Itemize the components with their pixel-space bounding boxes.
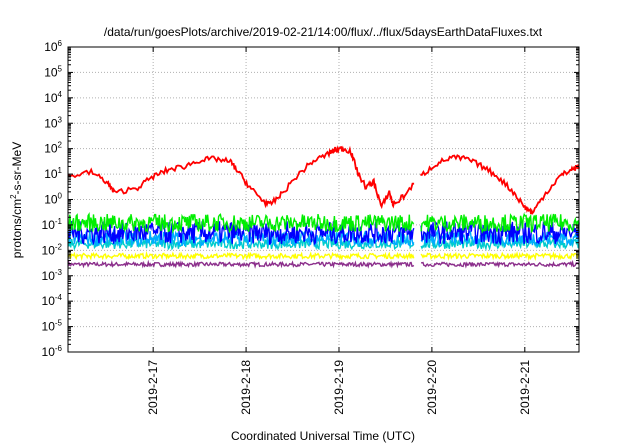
tick-marks — [68, 46, 579, 353]
y-tick-label: 10-3 — [42, 268, 63, 283]
y-tick-label: 10-5 — [42, 319, 63, 334]
chart-title: /data/run/goesPlots/archive/2019-02-21/1… — [104, 25, 543, 39]
y-tick-label: 101 — [44, 166, 62, 181]
y-axis-label: protons/cm2-s-sr-MeV — [9, 142, 24, 258]
y-tick-label: 105 — [44, 64, 62, 79]
y-tick-label: 100 — [44, 192, 62, 207]
y-tick-label: 102 — [44, 141, 62, 156]
flux-series-line — [67, 250, 415, 261]
flux-series-line — [420, 219, 580, 246]
flux-series-line — [67, 145, 415, 210]
y-tick-label: 103 — [44, 115, 62, 130]
flux-series-line — [67, 259, 415, 269]
grid — [68, 47, 579, 352]
flux-series-line — [420, 251, 580, 261]
y-tick-label: 10-6 — [42, 344, 63, 359]
y-tick-label: 10-4 — [42, 293, 63, 308]
flux-series-line — [420, 212, 580, 234]
y-tick-label: 10-2 — [42, 242, 63, 257]
series-layer — [67, 145, 580, 269]
y-tick-labels: 10-6 10-5 10-4 10-3 10-2 10-1 100 101 102 103 104 1… — [42, 39, 63, 359]
y-tick-label: 106 — [44, 39, 62, 54]
x-tick-label: 2019-2-18 — [239, 360, 253, 415]
x-axis-label: Coordinated Universal Time (UTC) — [231, 429, 415, 443]
flux-series-line — [420, 259, 580, 269]
flux-series-line — [67, 211, 415, 235]
x-tick-label: 2019-2-20 — [425, 360, 439, 415]
y-tick-label: 104 — [44, 90, 62, 105]
flux-series-line — [420, 154, 580, 215]
x-tick-label: 2019-2-21 — [518, 360, 532, 415]
x-tick-label: 2019-2-19 — [332, 360, 346, 415]
x-tick-labels: 2019-2-17 2019-2-18 2019-2-19 2019-2-20 2019… — [146, 360, 532, 415]
x-tick-label: 2019-2-17 — [146, 360, 160, 415]
y-tick-label: 10-1 — [42, 217, 63, 232]
